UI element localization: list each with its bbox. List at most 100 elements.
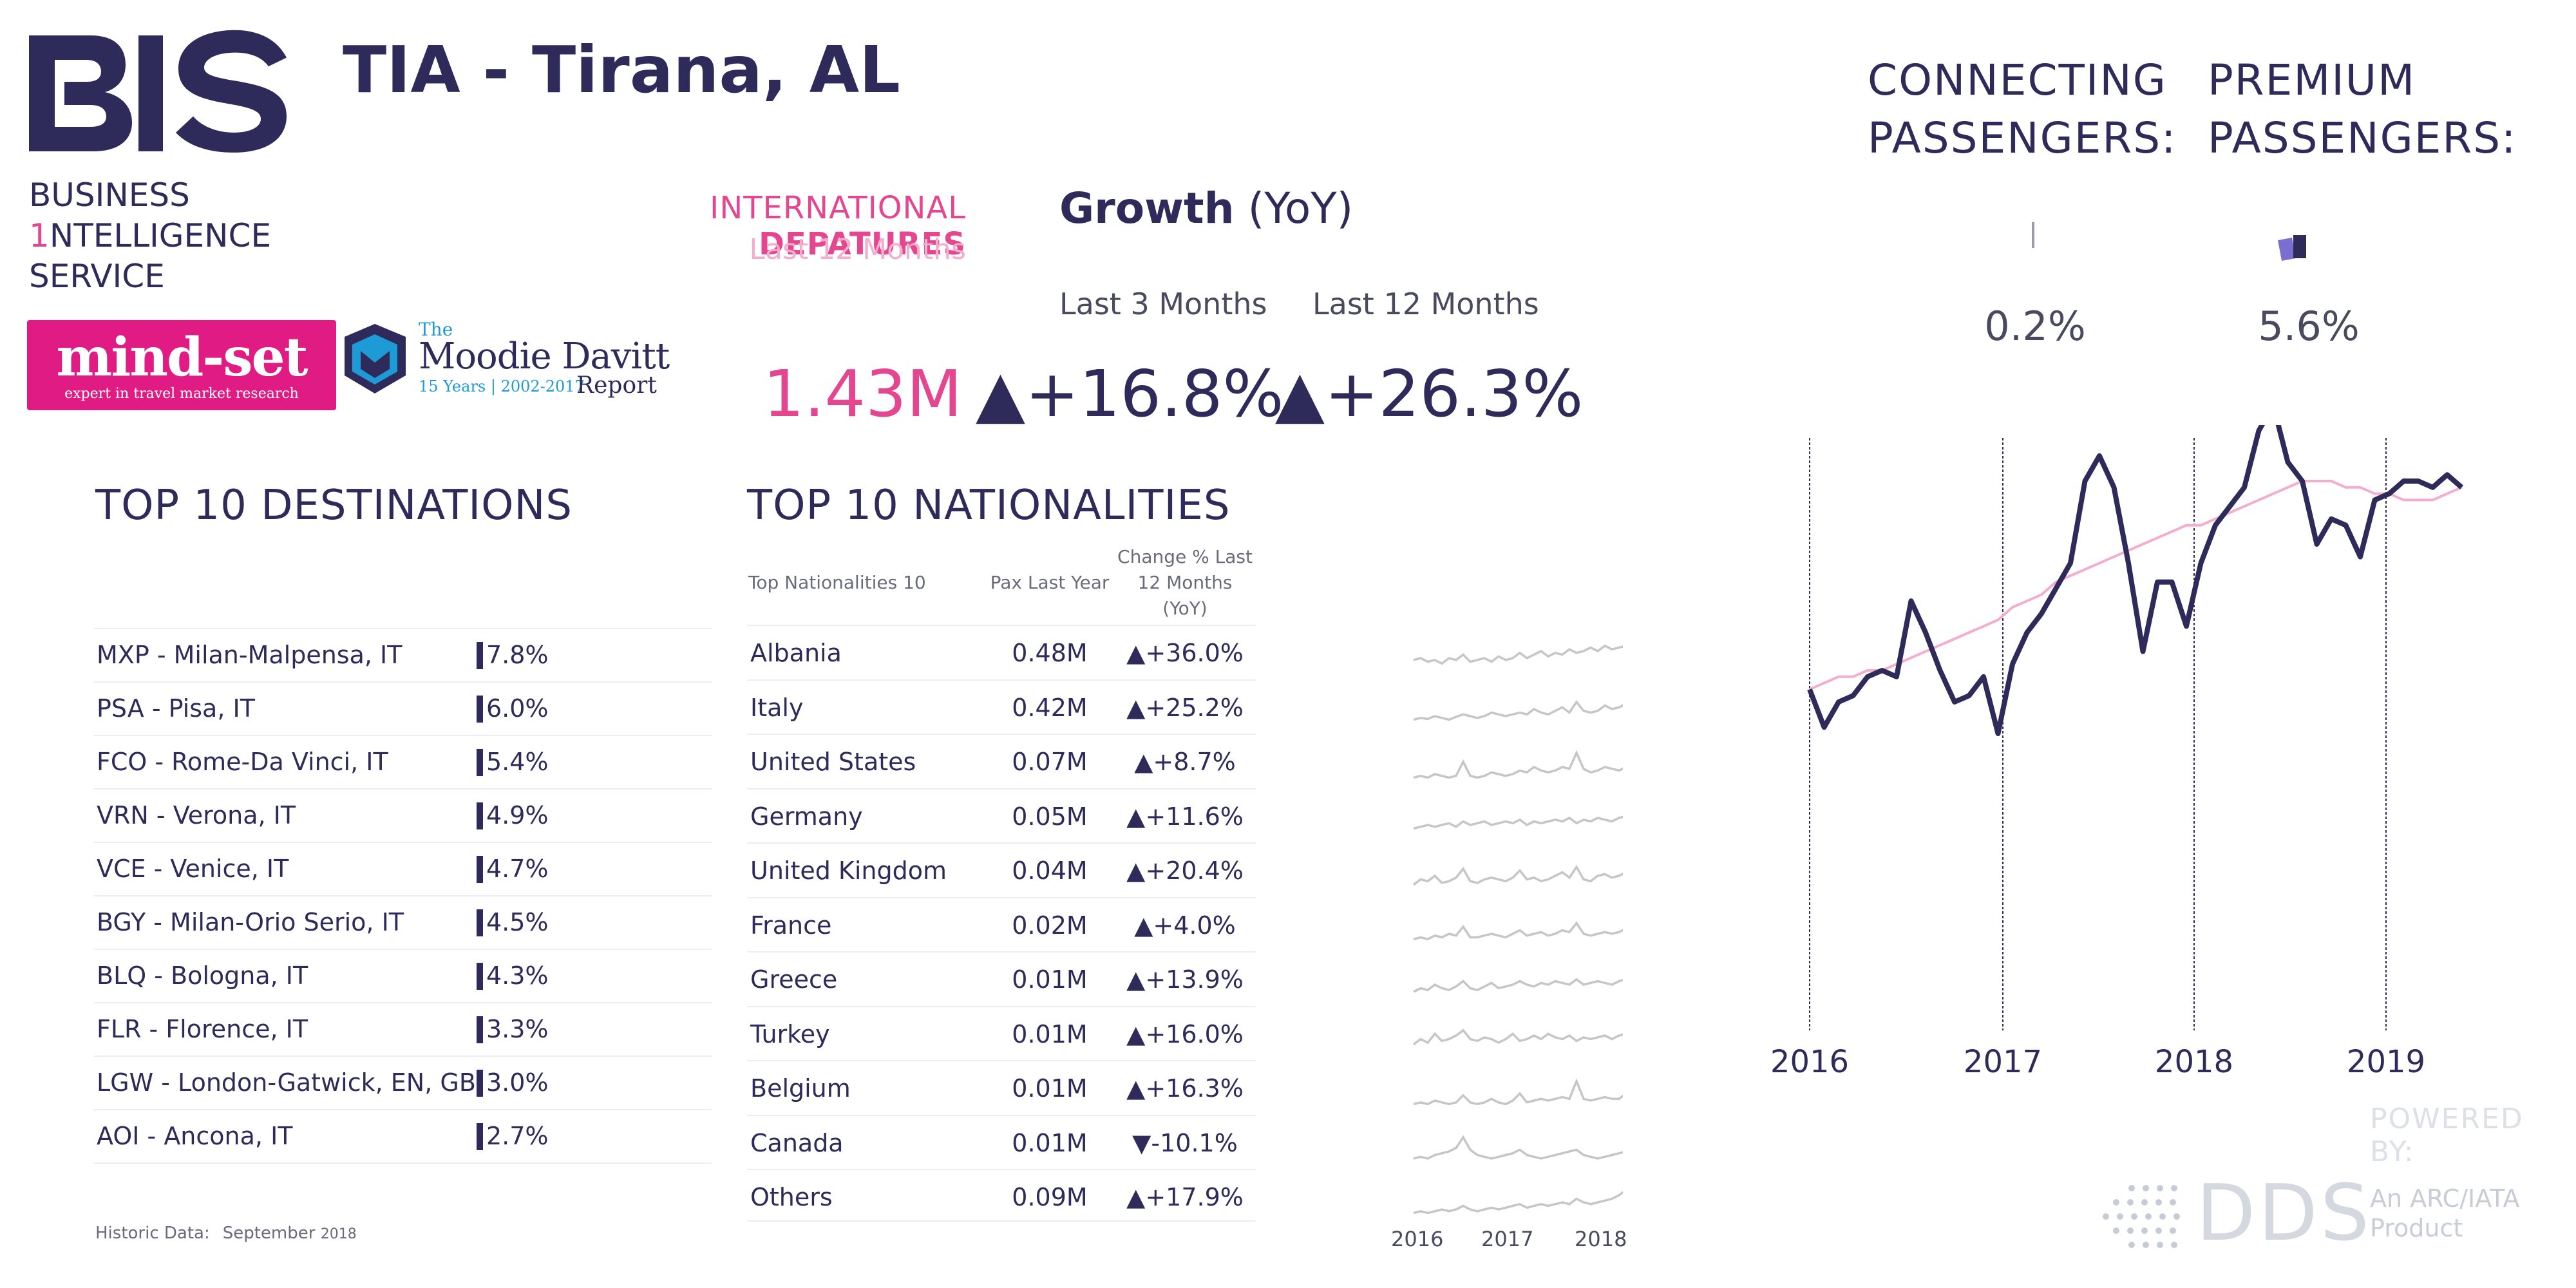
nationality-name: Canada — [750, 1128, 844, 1157]
nationality-row[interactable]: United Kingdom 0.04M ▲+20.4% — [747, 842, 1256, 898]
international-departures-label: INTERNATIONAL DEPATURES — [528, 190, 966, 262]
nationality-name: United States — [750, 748, 916, 776]
destination-share-bar — [477, 749, 483, 776]
destination-share: 4.3% — [486, 961, 549, 990]
nationality-name: Albania — [750, 639, 842, 667]
destination-share-bar — [477, 1016, 483, 1043]
destination-name: PSA - Pisa, IT — [97, 694, 255, 723]
destination-row[interactable]: BGY - Milan-Orio Serio, IT 4.5% — [93, 895, 712, 950]
nationality-pax: 0.05M — [1012, 802, 1088, 831]
nationalities-title: TOP 10 NATIONALITIES — [747, 482, 1231, 529]
connecting-passengers-title: CONNECTING PASSENGERS: — [1868, 52, 2177, 167]
destination-share-bar — [477, 1070, 483, 1097]
dds-dot — [2127, 1227, 2134, 1234]
destinations-title: TOP 10 DESTINATIONS — [95, 482, 573, 529]
nationality-row[interactable]: United States 0.07M ▲+8.7% — [747, 734, 1256, 789]
nationality-pax: 0.01M — [1012, 965, 1088, 994]
departures-trend-chart: 2016 2017 2018 2019 — [1770, 425, 2464, 1080]
growth-suffix: (YoY) — [1247, 184, 1354, 233]
nationality-row[interactable]: Germany 0.05M ▲+11.6% — [747, 788, 1256, 844]
dds-subtitle: An ARC/IATA Product — [2370, 1184, 2520, 1243]
last-3-months-label: Last 3 Months — [1059, 287, 1267, 321]
nationality-name: Italy — [750, 693, 804, 722]
destination-name: FLR - Florence, IT — [97, 1015, 308, 1043]
destination-row[interactable]: VCE - Venice, IT 4.7% — [93, 842, 712, 896]
dds-dot — [2141, 1199, 2148, 1206]
sparkline-10 — [1413, 1135, 1623, 1160]
destination-row[interactable]: MXP - Milan-Malpensa, IT 7.8% — [93, 628, 712, 683]
dep-label: DEPATURES — [759, 226, 966, 262]
intl-label: INTERNATIONAL — [710, 190, 966, 226]
destination-row[interactable]: FLR - Florence, IT 3.3% — [93, 1002, 712, 1057]
departures-line — [1807, 425, 2464, 736]
destination-row[interactable]: FCO - Rome-Da Vinci, IT 5.4% — [93, 735, 712, 790]
moodie-the: The — [419, 319, 453, 340]
dds-dot — [2143, 1242, 2149, 1248]
destination-row[interactable]: VRN - Verona, IT 4.9% — [93, 788, 712, 843]
nationality-row[interactable]: Greece 0.01M ▲+13.9% — [747, 951, 1256, 1007]
table-divider — [747, 1220, 1256, 1222]
destination-share: 7.8% — [486, 641, 549, 669]
nationality-change: ▲+16.0% — [1126, 1019, 1244, 1048]
connecting-title-2: PASSENGERS: — [1868, 113, 2177, 163]
mindset-subtitle: expert in travel market research — [64, 386, 299, 402]
nationality-name: Others — [750, 1183, 833, 1211]
dds-dot — [2155, 1199, 2162, 1206]
destination-name: FCO - Rome-Da Vinci, IT — [97, 748, 388, 776]
dds-dot — [2170, 1199, 2176, 1206]
sparkline-2 — [1413, 700, 1623, 721]
nationality-row[interactable]: Others 0.09M ▲+17.9% — [747, 1169, 1256, 1224]
historic-data-note: Historic Data: September 2018 — [95, 1224, 357, 1243]
dds-dot — [2127, 1199, 2134, 1206]
dds-dot — [2145, 1213, 2152, 1220]
spark-year-2017: 2017 — [1481, 1227, 1534, 1251]
dds-dot — [2171, 1242, 2177, 1248]
nationality-row[interactable]: Turkey 0.01M ▲+16.0% — [747, 1005, 1256, 1061]
col-header-change-2: 12 Months — [1137, 572, 1233, 593]
sparkline-8 — [1412, 1028, 1623, 1046]
destination-share-bar — [477, 963, 483, 990]
premium-title-1: PREMIUM — [2208, 55, 2416, 105]
sparkline-3 — [1413, 750, 1623, 779]
nationality-row[interactable]: France 0.02M ▲+4.0% — [747, 896, 1256, 952]
nationality-row[interactable]: Albania 0.48M ▲+36.0% — [747, 625, 1256, 680]
sparkline-9 — [1413, 1078, 1623, 1106]
connecting-share-mark — [2032, 222, 2034, 248]
nationality-pax: 0.01M — [1012, 1128, 1088, 1157]
destination-row[interactable]: BLQ - Bologna, IT 4.3% — [93, 949, 712, 1003]
dds-dot — [2128, 1185, 2135, 1191]
destination-row[interactable]: AOI - Ancona, IT 2.7% — [93, 1109, 712, 1164]
dds-dot — [2155, 1227, 2162, 1234]
bis-logo — [29, 30, 287, 153]
col-header-change-3: (YoY) — [1162, 598, 1208, 619]
page-title: TIA - Tirana, AL — [343, 32, 900, 108]
nationality-pax: 0.48M — [1012, 639, 1088, 667]
nationality-pax: 0.09M — [1012, 1183, 1088, 1211]
destination-share: 4.7% — [486, 855, 549, 883]
sparkline-6 — [1413, 921, 1623, 941]
dds-sub-1: An ARC/IATA — [2370, 1184, 2520, 1213]
destination-share: 3.3% — [486, 1015, 549, 1043]
dds-dot — [2131, 1213, 2137, 1220]
dds-dot — [2157, 1242, 2163, 1248]
dds-dot — [2113, 1199, 2119, 1206]
mindset-logo: mind-set expert in travel market researc… — [27, 320, 336, 410]
nationality-pax: 0.01M — [1012, 1019, 1088, 1048]
dds-dot — [2174, 1213, 2180, 1220]
destination-row[interactable]: PSA - Pisa, IT 6.0% — [93, 681, 712, 736]
sparkline-4 — [1413, 815, 1623, 830]
destination-share-bar — [477, 642, 483, 669]
destination-name: MXP - Milan-Malpensa, IT — [97, 641, 402, 669]
x-tick-label: 2017 — [1964, 1044, 2042, 1080]
destination-row[interactable]: LGW - London-Gatwick, EN, GB 3.0% — [93, 1056, 712, 1110]
growth-label: Growth — [1059, 184, 1235, 233]
nationality-row[interactable]: Canada 0.01M ▼-10.1% — [747, 1114, 1256, 1170]
mindset-name: mind-set — [56, 327, 308, 388]
growth-12m-value: ▲+26.3% — [1275, 356, 1584, 431]
nationality-row[interactable]: Italy 0.42M ▲+25.2% — [747, 679, 1256, 735]
nationality-row[interactable]: Belgium 0.01M ▲+16.3% — [747, 1060, 1256, 1115]
nationality-change: ▲+11.6% — [1126, 802, 1244, 831]
period-label: Last 12 Months — [749, 233, 966, 266]
spark-year-2018: 2018 — [1575, 1227, 1627, 1251]
tagline-accent: 1 — [29, 217, 50, 254]
